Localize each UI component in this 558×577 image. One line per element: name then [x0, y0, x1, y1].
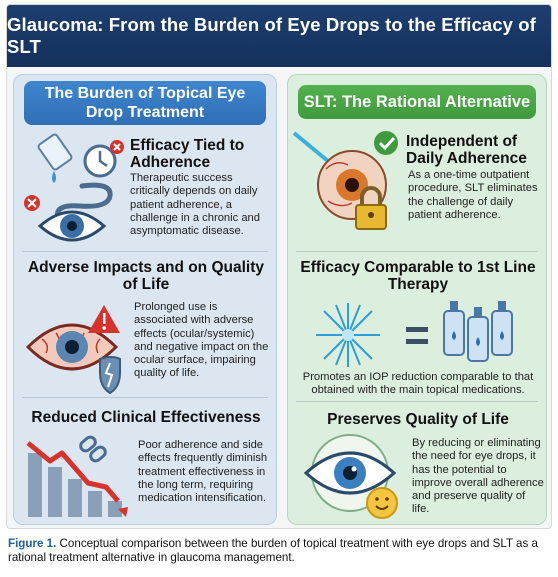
- section-title-efficacy-first-line: Efficacy Comparable to 1st Line Therapy: [300, 259, 536, 293]
- divider: [22, 251, 268, 252]
- declining-chart-broken-chain-icon: [26, 435, 128, 517]
- section-text-efficacy-adherence: Therapeutic success critically depends o…: [130, 172, 260, 238]
- infographic-frame: Glaucoma: From the Burden of Eye Drops t…: [6, 4, 552, 529]
- panel-header-right: SLT: The Rational Alternative: [298, 85, 536, 119]
- section-title-efficacy-adherence: Efficacy Tied to Adherence: [130, 137, 245, 171]
- section-title-reduced-effectiveness: Reduced Clinical Effectiveness: [31, 409, 261, 426]
- section-title-quality-of-life: Preserves Quality of Life: [327, 411, 509, 428]
- eye-drop-adherence-icon: [24, 133, 124, 242]
- figure-caption-text: Conceptual comparison between the burden…: [8, 537, 538, 564]
- section-text-reduced-effectiveness: Poor adherence and side effects frequent…: [138, 439, 268, 505]
- section-text-quality-of-life: By reducing or eliminating the need for …: [412, 437, 544, 516]
- section-title-independent-adherence: Independent of Daily Adherence: [406, 133, 527, 167]
- banner-title: Glaucoma: From the Burden of Eye Drops t…: [7, 5, 551, 67]
- figure-caption: Figure 1. Conceptual comparison between …: [8, 537, 553, 565]
- figure-label: Figure 1.: [8, 537, 57, 550]
- laser-equals-eye-drops-icon: [316, 301, 513, 367]
- divider: [296, 401, 538, 402]
- section-title-adverse-impacts: Adverse Impacts and on Quality of Life: [27, 259, 264, 293]
- panel-eye-drop-burden: The Burden of Topical Eye Drop Treatment…: [13, 74, 277, 525]
- eye-laser-lock-icon: [292, 131, 398, 230]
- section-text-independent-adherence: As a one-time outpatient procedure, SLT …: [408, 169, 538, 221]
- irritated-eye-warning-icon: [25, 305, 121, 395]
- divider: [296, 251, 538, 252]
- panel-slt-alternative: SLT: The Rational Alternative Independen…: [287, 74, 547, 525]
- healthy-eye-smiley-icon: [303, 434, 398, 519]
- divider: [22, 397, 268, 398]
- panel-header-left: The Burden of Topical Eye Drop Treatment: [24, 81, 266, 125]
- section-text-adverse-impacts: Prolonged use is associated with adverse…: [134, 301, 269, 380]
- section-text-efficacy-first-line: Promotes an IOP reduction comparable to …: [302, 371, 534, 397]
